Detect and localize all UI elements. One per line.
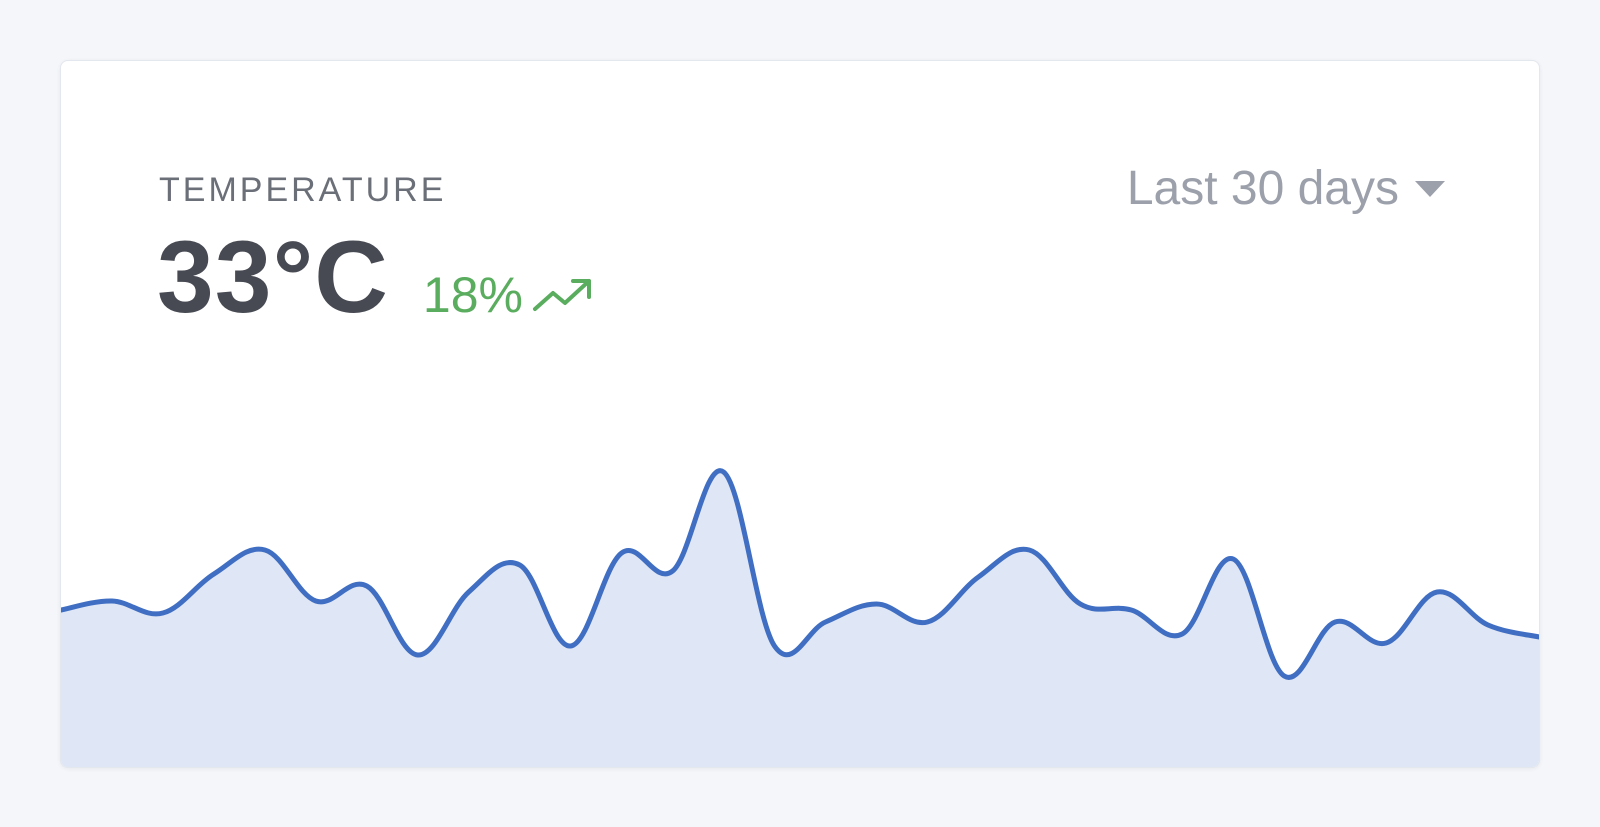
chart-series-line: [61, 468, 1539, 680]
chart-area-fill: [61, 470, 1539, 767]
chart-point-8: [466, 589, 472, 595]
chart-point-6: [364, 583, 370, 589]
chart-point-16: [873, 601, 879, 607]
chart-point-23: [1230, 556, 1236, 562]
chart-point-17: [924, 619, 930, 625]
chart-point-26: [1383, 640, 1389, 646]
temperature-area-chart: [61, 468, 1539, 767]
chart-point-27: [1434, 589, 1440, 595]
chart-point-1: [109, 598, 115, 604]
chart-point-14: [772, 643, 778, 649]
chart-point-2: [160, 610, 166, 616]
date-range-value: Last 30 days: [1126, 162, 1399, 215]
chart-point-5: [313, 598, 319, 604]
metric-label: TEMPERATURE: [159, 171, 447, 209]
chart-point-25: [1332, 619, 1338, 625]
change-value: 18%: [422, 267, 523, 323]
chart-point-20: [1077, 601, 1083, 607]
chart-point-18: [975, 574, 981, 580]
change-indicator: 18%: [423, 270, 597, 320]
chart-point-3: [211, 571, 217, 577]
caret-down-icon: [1415, 180, 1445, 197]
metric-value-row: 33°C 18%: [157, 226, 597, 328]
chart-point-4: [262, 547, 268, 553]
temperature-card: TEMPERATURE 33°C 18% Last 30 days: [60, 60, 1540, 768]
chart-point-28: [1485, 622, 1491, 628]
chart-point-13: [721, 469, 727, 475]
chart-point-24: [1281, 673, 1287, 679]
chart-point-11: [619, 550, 625, 556]
chart-point-7: [415, 652, 421, 658]
metric-value: 33°C: [157, 220, 389, 334]
trending-up-icon: [532, 279, 591, 311]
chart-point-21: [1128, 607, 1134, 613]
chart-point-12: [670, 568, 676, 574]
chart-point-19: [1026, 547, 1032, 553]
chart-point-9: [517, 562, 523, 568]
date-range-dropdown[interactable]: Last 30 days: [1127, 161, 1447, 216]
chart-point-10: [568, 643, 574, 649]
chart-point-22: [1179, 631, 1185, 637]
chart-point-15: [822, 619, 828, 625]
